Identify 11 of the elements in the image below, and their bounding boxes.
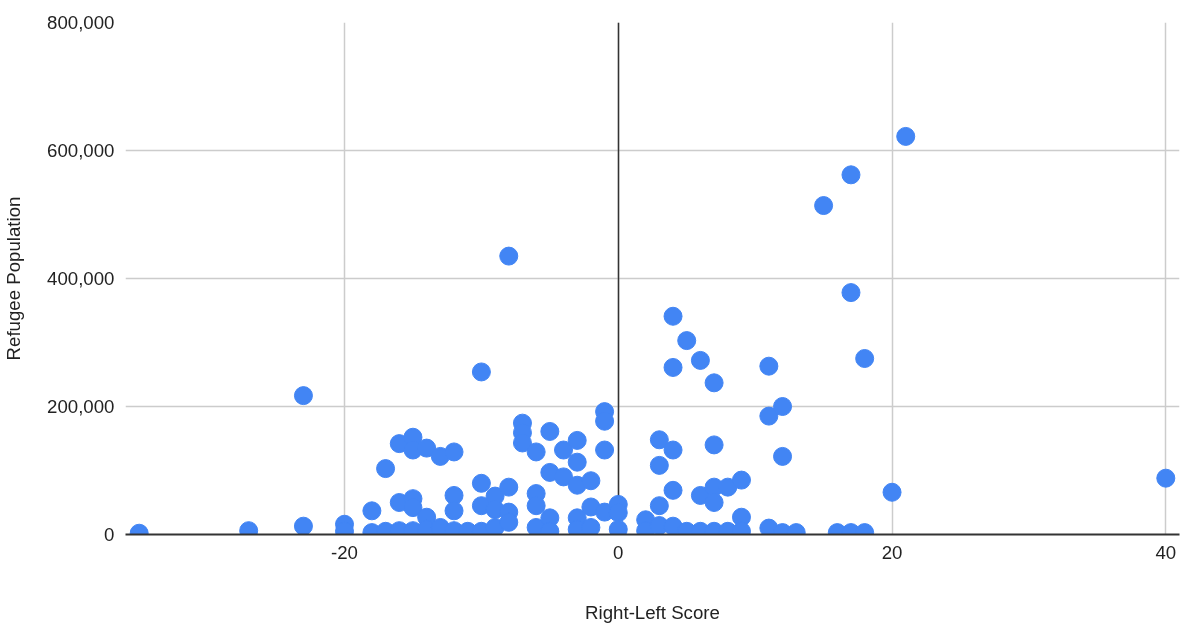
y-axis-title: Refugee Population — [3, 196, 25, 361]
x-tick-label: 20 — [881, 541, 903, 563]
y-tick-label: 800,000 — [47, 12, 115, 33]
y-tick-label: 200,000 — [47, 396, 115, 417]
x-tick-label: 40 — [1155, 541, 1177, 563]
y-tick-label: 400,000 — [47, 268, 115, 289]
x-axis-title: Right-Left Score — [585, 601, 720, 623]
x-tick-label: -20 — [331, 541, 358, 563]
y-tick-label: 0 — [104, 524, 115, 545]
x-tick-label: 0 — [613, 541, 624, 563]
y-tick-label: 600,000 — [47, 140, 115, 161]
